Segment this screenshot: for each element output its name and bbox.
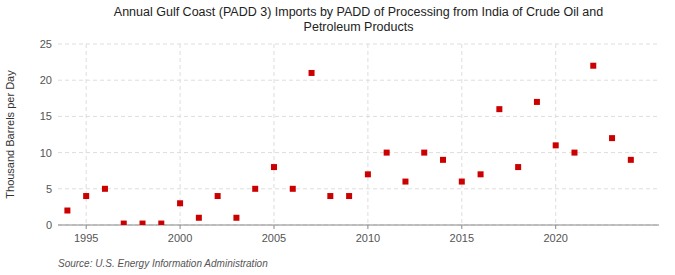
point bbox=[309, 70, 315, 76]
point bbox=[534, 99, 540, 105]
point bbox=[459, 179, 465, 185]
x-tick-label: 1995 bbox=[74, 232, 98, 244]
point bbox=[571, 150, 577, 156]
source-note: Source: U.S. Energy Information Administ… bbox=[58, 258, 268, 269]
y-tick-label: 20 bbox=[40, 74, 52, 86]
x-grid-line bbox=[273, 44, 274, 225]
point bbox=[271, 164, 277, 170]
x-grid-line bbox=[555, 44, 556, 225]
point bbox=[233, 215, 239, 221]
x-grid-line bbox=[180, 44, 181, 225]
point bbox=[177, 200, 183, 206]
y-tick-label: 5 bbox=[46, 183, 52, 195]
point bbox=[496, 106, 502, 112]
x-tick-label: 2020 bbox=[543, 232, 567, 244]
point bbox=[83, 193, 89, 199]
y-grid-line bbox=[58, 152, 659, 153]
point bbox=[158, 221, 164, 225]
chart: Annual Gulf Coast (PADD 3) Imports by PA… bbox=[0, 0, 675, 275]
axes: 0 5 10 15 20 25 1995 2000 2005 2010 2015 2020 bbox=[40, 38, 659, 244]
x-tick-mark bbox=[180, 225, 181, 229]
point bbox=[102, 186, 108, 192]
point bbox=[590, 63, 596, 69]
point bbox=[628, 157, 634, 163]
x-tick-label: 2000 bbox=[168, 232, 192, 244]
point bbox=[365, 171, 371, 177]
x-tick-mark bbox=[86, 225, 87, 229]
x-grid-line bbox=[461, 44, 462, 225]
y-tick-label: 10 bbox=[40, 147, 52, 159]
y-tick-label: 15 bbox=[40, 110, 52, 122]
point bbox=[515, 164, 521, 170]
points bbox=[64, 63, 633, 225]
point bbox=[327, 193, 333, 199]
point bbox=[64, 208, 70, 214]
point bbox=[121, 221, 127, 225]
x-tick-mark bbox=[555, 225, 556, 229]
x-tick-mark bbox=[273, 225, 274, 229]
y-tick-label: 0 bbox=[46, 219, 52, 231]
point bbox=[290, 186, 296, 192]
point bbox=[215, 193, 221, 199]
y-grid-line bbox=[58, 188, 659, 189]
point bbox=[609, 135, 615, 141]
point bbox=[346, 193, 352, 199]
x-tick-mark bbox=[367, 225, 368, 229]
x-tick-mark bbox=[461, 225, 462, 229]
point bbox=[553, 142, 559, 148]
point bbox=[196, 215, 202, 221]
x-axis-line bbox=[58, 225, 659, 226]
point bbox=[421, 150, 427, 156]
point bbox=[402, 179, 408, 185]
y-tick-label: 25 bbox=[40, 38, 52, 50]
y-grid-line bbox=[58, 80, 659, 81]
point bbox=[140, 221, 146, 225]
chart-container: Annual Gulf Coast (PADD 3) Imports by PA… bbox=[0, 0, 675, 275]
point bbox=[384, 150, 390, 156]
title-line: Annual Gulf Coast (PADD 3) Imports by PA… bbox=[114, 5, 603, 19]
x-tick-label: 2005 bbox=[262, 232, 286, 244]
title-line: Petroleum Products bbox=[304, 20, 414, 34]
x-tick-label: 2010 bbox=[356, 232, 380, 244]
grid bbox=[58, 44, 659, 225]
point bbox=[478, 171, 484, 177]
x-grid-line bbox=[367, 44, 368, 225]
point bbox=[252, 186, 258, 192]
y-grid-line bbox=[58, 44, 659, 45]
x-tick-label: 2015 bbox=[450, 232, 474, 244]
y-grid-line bbox=[58, 225, 659, 226]
point bbox=[440, 157, 446, 163]
y-axis-label: Thousand Barrels per Day bbox=[4, 70, 16, 199]
y-grid-line bbox=[58, 116, 659, 117]
title: Annual Gulf Coast (PADD 3) Imports by PA… bbox=[114, 5, 603, 34]
